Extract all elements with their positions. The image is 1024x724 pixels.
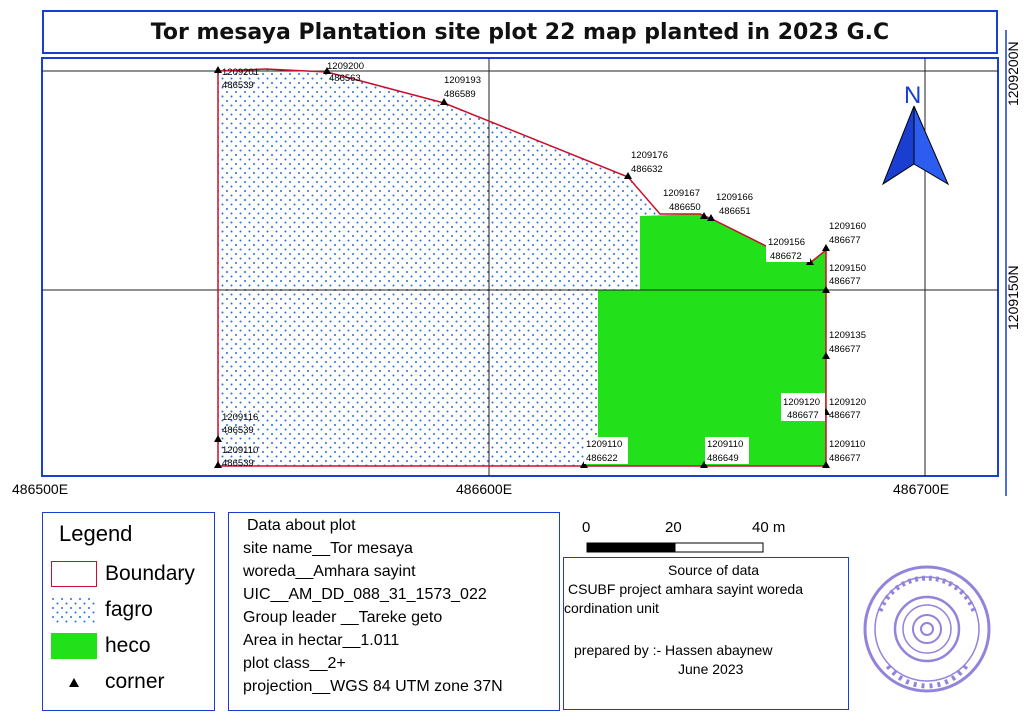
corner-label-northing: 1209176 (631, 150, 668, 161)
corner-label-northing: 1209156 (768, 237, 805, 248)
source-line: cordination unit (564, 600, 659, 616)
plot-info-line: plot class__2+ (243, 655, 346, 672)
corner-marker (822, 286, 830, 293)
north-arrow-icon: N (881, 82, 950, 186)
corner-label-easting: 486677 (829, 235, 861, 246)
prepared-date: June 2023 (678, 661, 744, 677)
corner-marker (700, 461, 708, 468)
scale-label: 20 (665, 519, 682, 536)
legend-label: Boundary (105, 562, 195, 585)
legend-item-heco: heco (51, 633, 151, 659)
corner-label-northing: 1209160 (829, 221, 866, 232)
scale-label: 0 (582, 519, 590, 536)
legend-box: Legend Boundary fagro heco corner (42, 512, 215, 711)
corner-marker (822, 461, 830, 468)
scale-label: 40 m (752, 519, 785, 536)
plot-info-heading: Data about plot (247, 517, 356, 534)
plot-boundary (217, 68, 827, 467)
corner-marker (214, 461, 222, 468)
corner-label-northing: 1209110 (222, 445, 258, 456)
corner-marker (440, 98, 448, 105)
corner-label-easting: 486539 (222, 80, 254, 91)
corner-marker (822, 352, 830, 359)
corner-marker (214, 435, 222, 442)
corner-label-northing: 1209200 (327, 61, 364, 72)
corner-label-northing: 1209110 (707, 439, 743, 450)
plot-info-box: Data about plot site name__Tor mesaya wo… (228, 512, 560, 711)
corner-label-northing: 1209110 (829, 439, 865, 450)
corner-label-easting: 486649 (707, 453, 739, 464)
source-heading: Source of data (668, 562, 760, 578)
fagro-area (218, 69, 660, 466)
legend-item-boundary: Boundary (51, 561, 195, 587)
legend-item-corner: corner (51, 669, 165, 695)
north-letter: N (904, 82, 921, 109)
legend-label: heco (105, 634, 151, 657)
corner-label-easting: 486677 (787, 410, 819, 421)
corner-label-northing: 1209166 (716, 192, 753, 203)
corner-label-northing: 1209201 (222, 67, 259, 78)
corner-label-easting: 486677 (829, 410, 861, 421)
corner-label-northing: 1209167 (663, 188, 700, 199)
legend-title: Legend (59, 521, 133, 546)
source-line: CSUBF project amhara sayint woreda (568, 581, 803, 597)
legend-label: corner (105, 670, 165, 693)
corner-label-northing: 1209120 (783, 397, 820, 408)
corner-label-easting: 486622 (586, 453, 618, 464)
corner-label-easting: 486539 (222, 458, 254, 469)
grid-label-y: 1209200N (1005, 41, 1021, 106)
source-box: Source of data CSUBF project amhara sayi… (563, 557, 849, 710)
boundary-swatch (51, 561, 97, 587)
corner-label-northing: 1209110 (586, 439, 622, 450)
official-stamp-icon (863, 565, 991, 693)
plot-info-line: woreda__Amhara sayint (243, 563, 416, 580)
corner-label-easting: 486677 (829, 453, 861, 464)
fagro-swatch (51, 597, 97, 623)
scale-bar: 0 20 40 m (582, 519, 785, 553)
prepared-by: prepared by :- Hassen abaynew (574, 642, 773, 658)
corner-label-easting: 486672 (770, 251, 802, 262)
corner-marker (580, 461, 588, 468)
triangle-marker-icon (51, 669, 97, 695)
heco-area (585, 214, 826, 466)
corner-label-northing: 1209120 (829, 397, 866, 408)
map-title: Tor mesaya Plantation site plot 22 map p… (150, 19, 890, 45)
corner-marker (822, 244, 830, 251)
corner-label-easting: 486632 (631, 164, 663, 175)
corner-label-easting: 486539 (222, 425, 254, 436)
corner-label-northing: 1209116 (222, 412, 258, 423)
corner-label-easting: 486650 (669, 202, 701, 213)
corner-label-easting: 486677 (829, 276, 861, 287)
corner-marker (700, 212, 708, 219)
corner-label-easting: 486563 (329, 73, 361, 84)
heco-swatch (51, 633, 97, 659)
map-title-box: Tor mesaya Plantation site plot 22 map p… (42, 10, 998, 54)
plot-info-line: Area in hectar__1.011 (243, 632, 400, 649)
corner-marker (624, 172, 632, 179)
corner-label-northing: 1209150 (829, 263, 866, 274)
plot-info-line: site name__Tor mesaya (243, 540, 413, 557)
grid-label-x: 486600E (456, 481, 512, 497)
grid-label-x: 486500E (12, 481, 68, 497)
corner-label-easting: 486589 (444, 89, 476, 100)
grid-label-y: 1209150N (1005, 265, 1021, 330)
plot-info-line: UIC__AM_DD_088_31_1573_022 (243, 586, 487, 603)
corner-label-northing: 1209135 (829, 330, 866, 341)
corner-label-easting: 486651 (719, 206, 751, 217)
grid-label-x: 486700E (893, 481, 949, 497)
corner-label-easting: 486677 (829, 344, 861, 355)
corner-marker (214, 66, 222, 73)
corner-marker (323, 67, 331, 74)
legend-label: fagro (105, 598, 153, 621)
corner-marker (707, 214, 715, 221)
corner-label-northing: 1209193 (444, 75, 481, 86)
plot-info-line: Group leader __Tareke geto (243, 609, 443, 626)
legend-item-fagro: fagro (51, 597, 153, 623)
plot-info-line: projection__WGS 84 UTM zone 37N (243, 678, 503, 695)
